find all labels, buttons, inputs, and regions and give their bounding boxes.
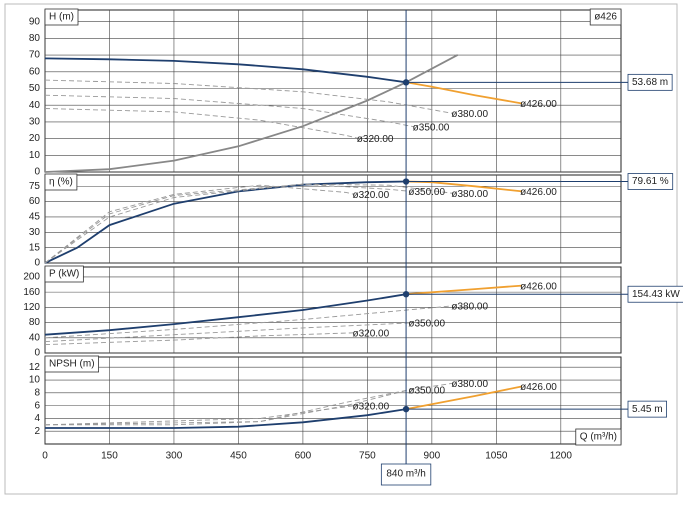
y-tick-label: 160 xyxy=(23,287,40,298)
curve xyxy=(405,81,523,105)
y-tick-label: 2 xyxy=(34,426,40,437)
curve xyxy=(44,94,415,128)
curve-label: ø380.00 xyxy=(451,109,488,120)
curve-label: ø426.00 xyxy=(520,187,557,198)
y-axis-title-box xyxy=(44,173,78,191)
curve-label: ø380.00 xyxy=(451,379,488,390)
y-tick-label: 0 xyxy=(34,167,40,178)
panel-frame xyxy=(44,9,622,173)
curve-label: ø320.00 xyxy=(352,401,389,412)
x-tick-label: 1200 xyxy=(550,451,573,462)
y-tick-label: 80 xyxy=(29,317,41,328)
y-tick-label: 40 xyxy=(29,100,41,111)
curve xyxy=(44,332,355,346)
curve xyxy=(44,180,407,264)
duty-label: 79.61 % xyxy=(632,176,669,187)
duty-label-box xyxy=(627,400,667,418)
curve-label: ø320.00 xyxy=(352,328,389,339)
y-tick-label: 60 xyxy=(29,196,41,207)
y-tick-label: 30 xyxy=(29,227,41,238)
curve-label: ø350.00 xyxy=(408,385,445,396)
y-axis-title-box xyxy=(44,355,99,373)
curve xyxy=(405,385,523,410)
curve-label: ø320.00 xyxy=(352,190,389,201)
y-tick-label: 6 xyxy=(34,400,40,411)
curve xyxy=(44,54,459,173)
curve-label: ø426.00 xyxy=(520,99,557,110)
y-tick-label: 8 xyxy=(34,387,40,398)
x-axis-title: Q (m³/h) xyxy=(580,432,617,443)
duty-label-box xyxy=(627,73,673,91)
y-tick-label: 80 xyxy=(29,33,41,44)
y-tick-label: 10 xyxy=(29,375,41,386)
y-axis-title-box xyxy=(44,8,79,26)
curve-label: ø426.00 xyxy=(520,281,557,292)
curve xyxy=(44,184,355,264)
duty-label-box xyxy=(627,285,683,303)
curve xyxy=(44,57,407,84)
y-tick-label: 12 xyxy=(29,362,41,373)
y-tick-label: 4 xyxy=(34,413,40,424)
x-tick-label: 150 xyxy=(101,451,118,462)
y-tick-label: 70 xyxy=(29,50,41,61)
y-tick-label: 0 xyxy=(34,258,40,269)
x-tick-label: 600 xyxy=(295,451,312,462)
curve-label: ø380.00 xyxy=(451,189,488,200)
y-tick-label: 40 xyxy=(29,332,41,343)
duty-label: 53.68 m xyxy=(632,77,668,88)
curve-label: ø380.00 xyxy=(451,301,488,312)
curve xyxy=(44,183,411,264)
y-axis-title-box xyxy=(44,265,84,283)
panel-frame xyxy=(44,266,622,354)
y-tick-label: 15 xyxy=(29,242,41,253)
y-tick-label: 120 xyxy=(23,302,40,313)
corner-label-box xyxy=(589,8,622,26)
y-tick-label: 75 xyxy=(29,181,41,192)
curve-label: ø320.00 xyxy=(357,134,394,145)
y-tick-label: 10 xyxy=(29,150,41,161)
y-tick-label: 45 xyxy=(29,212,41,223)
curve xyxy=(44,305,454,339)
y-axis-title: P (kW) xyxy=(49,269,79,280)
curve xyxy=(44,389,411,426)
curve xyxy=(44,79,454,114)
curve xyxy=(44,293,407,336)
x-tick-label: 450 xyxy=(230,451,247,462)
x-tick-label: 750 xyxy=(359,451,376,462)
x-tick-label: 300 xyxy=(166,451,183,462)
y-axis-title: η (%) xyxy=(49,177,73,188)
x-tick-label: 1050 xyxy=(485,451,508,462)
y-tick-label: 30 xyxy=(29,117,41,128)
y-tick-label: 90 xyxy=(29,16,41,27)
curve xyxy=(44,108,359,140)
curve xyxy=(45,382,454,426)
x-tick-label: 900 xyxy=(424,451,441,462)
curve-label: ø350.00 xyxy=(408,187,445,198)
duty-label: 5.45 m xyxy=(632,404,663,415)
outer-frame xyxy=(4,3,678,495)
y-tick-label: 50 xyxy=(29,83,41,94)
x-axis-title-box xyxy=(575,428,622,446)
duty-flow-box xyxy=(380,463,432,486)
y-tick-label: 200 xyxy=(23,272,40,283)
corner-label: ø426 xyxy=(594,12,617,23)
y-tick-label: 0 xyxy=(34,348,40,359)
y-axis-title: H (m) xyxy=(49,12,74,23)
y-axis-title: NPSH (m) xyxy=(49,359,95,370)
duty-flow-label: 840 m³/h xyxy=(386,469,425,480)
curve xyxy=(406,284,523,296)
curve xyxy=(44,183,454,264)
curve xyxy=(44,322,411,343)
y-tick-label: 20 xyxy=(29,133,41,144)
curve-label: ø350.00 xyxy=(408,319,445,330)
curve-label: ø426.00 xyxy=(520,382,557,393)
duty-label: 154.43 kW xyxy=(632,289,680,300)
duty-label-box xyxy=(627,173,674,190)
curve-label: ø350.00 xyxy=(413,123,450,134)
y-tick-label: 60 xyxy=(29,66,41,77)
x-tick-label: 0 xyxy=(42,451,48,462)
curve xyxy=(45,408,407,429)
